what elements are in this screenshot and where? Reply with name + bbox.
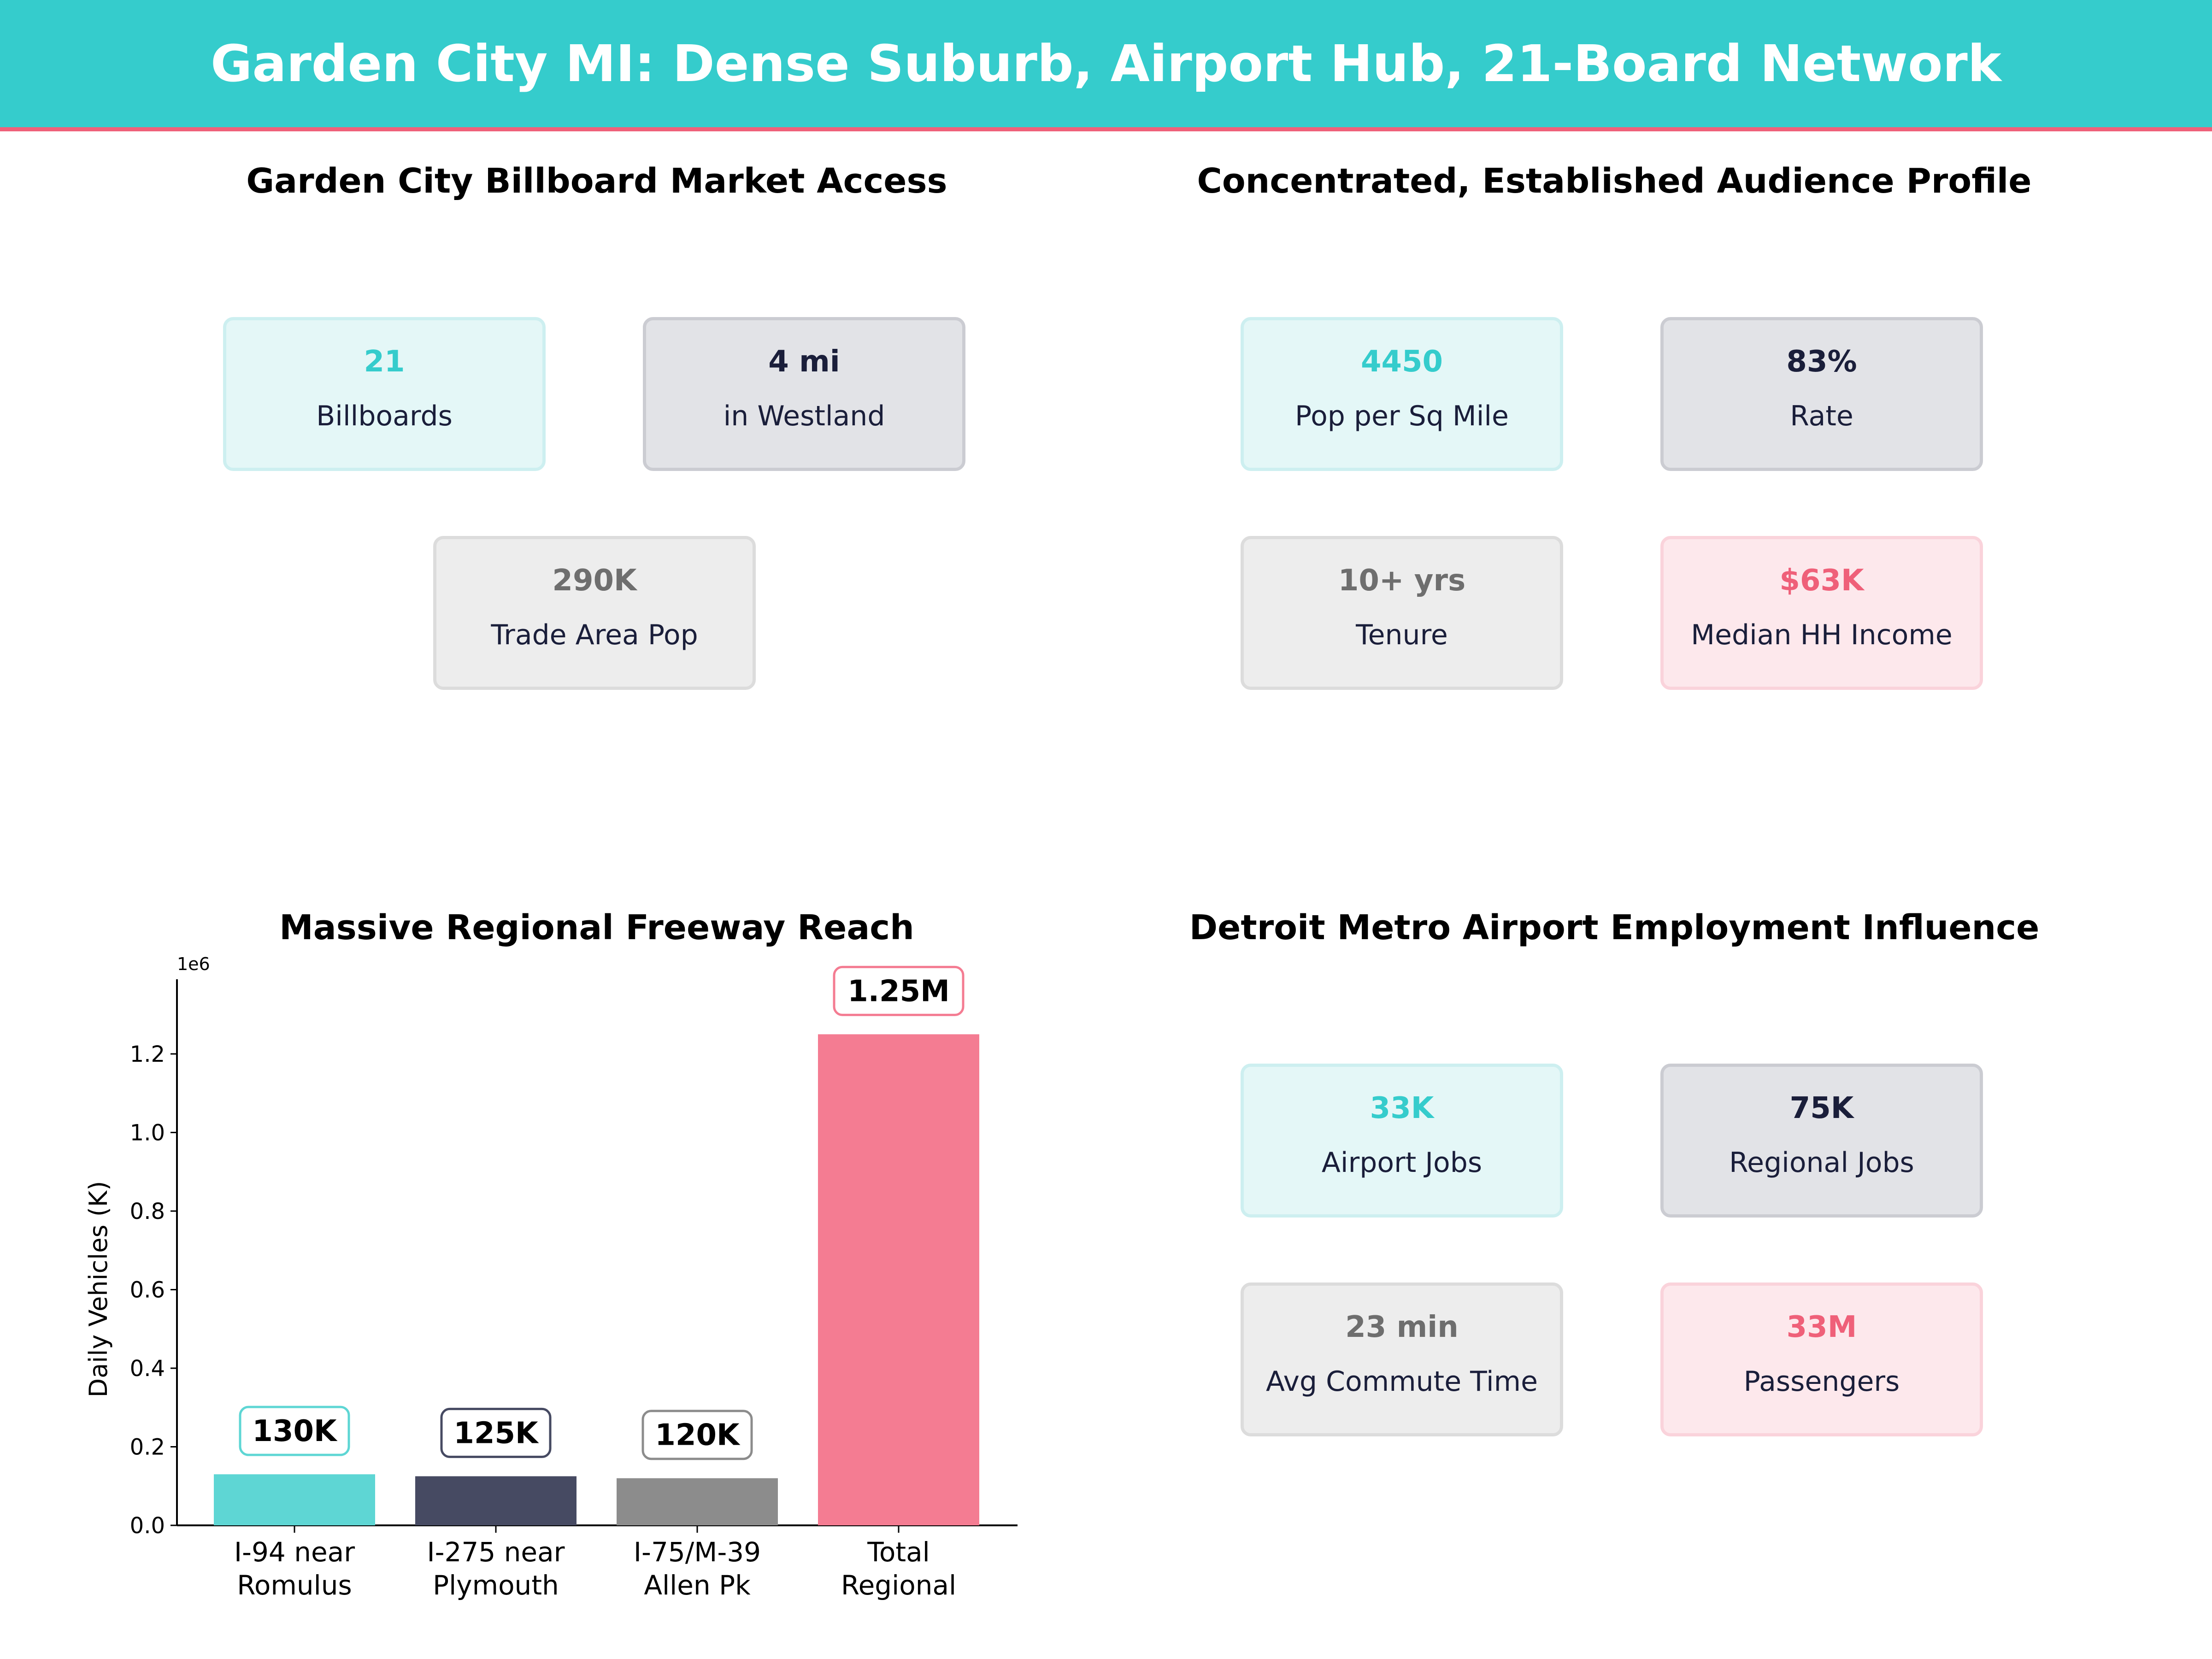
svg-text:I-275 near: I-275 near: [427, 1536, 565, 1568]
page-header: Garden City MI: Dense Suburb, Airport Hu…: [0, 0, 2212, 127]
kpi-value: 75K: [1789, 1091, 1854, 1125]
svg-text:Daily Vehicles (K): Daily Vehicles (K): [84, 1181, 113, 1398]
kpi-label: in Westland: [723, 400, 885, 432]
kpi-value: 23 min: [1345, 1310, 1459, 1344]
market-access-title: Garden City Billboard Market Access: [246, 161, 947, 201]
svg-text:1e6: 1e6: [177, 954, 210, 974]
kpi-card-billboards: 21 Billboards: [223, 317, 546, 471]
kpi-value: 33M: [1786, 1310, 1857, 1344]
kpi-card-airport-jobs: 33K Airport Jobs: [1241, 1064, 1563, 1218]
kpi-value: 21: [364, 345, 405, 379]
svg-text:120K: 120K: [655, 1418, 741, 1453]
audience-title: Concentrated, Established Audience Profi…: [1197, 161, 2032, 201]
svg-text:I-75/M-39: I-75/M-39: [634, 1536, 761, 1568]
svg-text:0.0: 0.0: [130, 1513, 165, 1539]
page-title: Garden City MI: Dense Suburb, Airport Hu…: [211, 34, 2001, 93]
svg-text:Regional: Regional: [841, 1570, 956, 1601]
kpi-label: Median HH Income: [1691, 619, 1953, 651]
header-accent-rule: [0, 127, 2212, 131]
kpi-card-westland: 4 mi in Westland: [643, 317, 965, 471]
kpi-value: $63K: [1779, 564, 1864, 598]
kpi-label: Tenure: [1356, 619, 1448, 651]
kpi-label: Billboards: [316, 400, 453, 432]
kpi-label: Trade Area Pop: [491, 619, 698, 651]
svg-text:Plymouth: Plymouth: [433, 1570, 559, 1601]
airport-title: Detroit Metro Airport Employment Influen…: [1189, 908, 2040, 947]
kpi-card-trade-area-pop: 290K Trade Area Pop: [433, 536, 756, 690]
kpi-value: 10+ yrs: [1338, 564, 1466, 598]
kpi-card-pop-density: 4450 Pop per Sq Mile: [1241, 317, 1563, 471]
svg-text:0.8: 0.8: [130, 1199, 165, 1224]
kpi-value: 83%: [1786, 345, 1857, 379]
svg-text:Romulus: Romulus: [237, 1570, 352, 1601]
svg-text:I-94 near: I-94 near: [234, 1536, 355, 1568]
kpi-card-rate: 83% Rate: [1660, 317, 1983, 471]
kpi-label: Avg Commute Time: [1265, 1365, 1538, 1398]
kpi-card-median-income: $63K Median HH Income: [1660, 536, 1983, 690]
kpi-card-commute-time: 23 min Avg Commute Time: [1241, 1282, 1563, 1436]
svg-text:Allen Pk: Allen Pk: [644, 1570, 751, 1601]
svg-text:Total: Total: [867, 1536, 930, 1568]
svg-text:1.0: 1.0: [130, 1120, 165, 1146]
kpi-card-tenure: 10+ yrs Tenure: [1241, 536, 1563, 690]
svg-text:0.6: 0.6: [130, 1277, 165, 1303]
kpi-value: 290K: [552, 564, 637, 598]
svg-text:0.4: 0.4: [130, 1356, 165, 1382]
kpi-card-regional-jobs: 75K Regional Jobs: [1660, 1064, 1983, 1218]
svg-text:125K: 125K: [453, 1416, 539, 1450]
svg-text:130K: 130K: [252, 1414, 338, 1448]
kpi-card-passengers: 33M Passengers: [1660, 1282, 1983, 1436]
svg-text:0.2: 0.2: [130, 1434, 165, 1460]
kpi-label: Rate: [1790, 400, 1853, 432]
svg-text:1.25M: 1.25M: [847, 974, 950, 1008]
kpi-value: 4450: [1360, 345, 1443, 379]
kpi-label: Passengers: [1743, 1365, 1900, 1398]
svg-text:1.2: 1.2: [130, 1041, 165, 1067]
freeway-chart-title: Massive Regional Freeway Reach: [279, 908, 914, 947]
kpi-label: Regional Jobs: [1729, 1147, 1914, 1179]
kpi-label: Airport Jobs: [1321, 1147, 1483, 1179]
kpi-value: 33K: [1370, 1091, 1434, 1125]
kpi-label: Pop per Sq Mile: [1295, 400, 1509, 432]
kpi-value: 4 mi: [768, 345, 840, 379]
